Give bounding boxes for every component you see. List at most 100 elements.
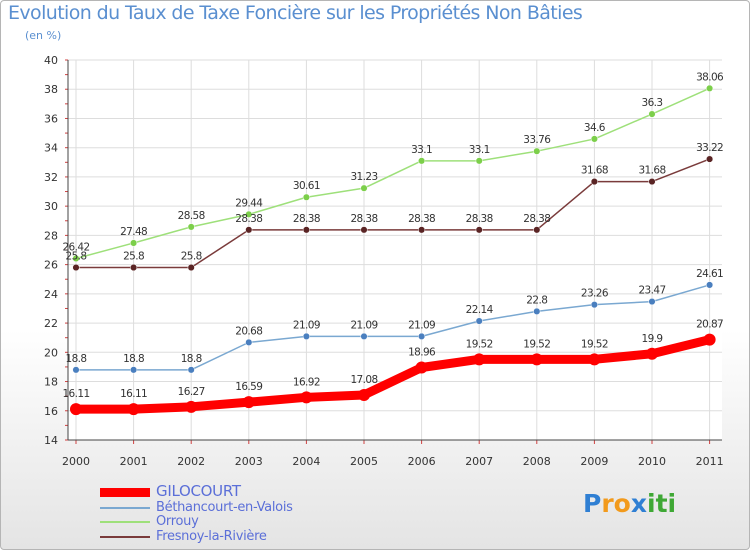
data-label: 23.47 <box>638 285 665 297</box>
series-line <box>75 158 711 269</box>
logo-letter: P <box>583 489 602 518</box>
data-label: 21.09 <box>408 319 435 331</box>
data-label: 34.6 <box>584 122 606 134</box>
proxiti-logo: Proxiti <box>583 489 676 518</box>
data-point <box>72 366 80 374</box>
y-tick-label: 38 <box>44 83 58 96</box>
data-label: 28.38 <box>466 213 493 225</box>
data-point <box>590 178 598 186</box>
y-tick-label: 34 <box>44 142 58 155</box>
logo-letter: t <box>655 489 668 518</box>
y-tick-label: 18 <box>44 376 58 389</box>
data-label: 33.22 <box>696 142 723 154</box>
logo-letter: r <box>601 489 614 518</box>
data-point <box>185 400 198 413</box>
data-point <box>130 239 138 247</box>
data-point <box>590 301 598 309</box>
data-point <box>588 353 601 366</box>
data-label: 26.42 <box>62 241 89 253</box>
data-point <box>415 361 428 374</box>
data-label: 28.38 <box>408 213 435 225</box>
data-label: 22.8 <box>526 294 547 306</box>
y-tick-label: 16 <box>44 405 58 418</box>
data-label: 22.14 <box>466 304 494 316</box>
data-point <box>648 298 656 306</box>
x-tick-label: 2010 <box>638 455 666 468</box>
data-point <box>533 307 541 315</box>
chart-title: Evolution du Taux de Taxe Foncière sur l… <box>8 2 583 24</box>
data-point <box>533 226 541 234</box>
data-label: 28.38 <box>523 213 550 225</box>
data-label: 18.96 <box>408 347 436 359</box>
data-point <box>245 338 253 346</box>
data-label: 28.38 <box>235 213 262 225</box>
data-point <box>360 226 368 234</box>
data-label: 20.68 <box>235 325 262 337</box>
data-label: 18.8 <box>123 353 144 365</box>
legend-label: Fresnoy-la-Rivière <box>156 529 267 544</box>
data-point <box>706 155 714 163</box>
y-tick-label: 20 <box>44 346 58 359</box>
x-tick-label: 2002 <box>177 455 205 468</box>
data-label: 31.23 <box>350 171 377 183</box>
data-point <box>302 332 310 340</box>
data-point <box>242 396 255 409</box>
data-point <box>418 226 426 234</box>
data-point <box>590 135 598 143</box>
y-tick-label: 40 <box>44 54 58 67</box>
data-point <box>187 263 195 272</box>
data-label: 33.76 <box>523 134 551 146</box>
data-point <box>358 388 370 401</box>
y-tick-label: 24 <box>44 288 58 301</box>
data-point <box>130 263 138 272</box>
logo-letter: o <box>613 489 631 518</box>
data-label: 31.68 <box>638 165 665 177</box>
data-label: 27.48 <box>120 226 147 238</box>
logo-letter: x <box>630 489 647 518</box>
unit-label: (en %) <box>25 29 62 42</box>
x-tick-label: 2006 <box>408 455 436 468</box>
data-point <box>646 347 658 360</box>
data-point <box>475 317 483 325</box>
legend-label: Orrouy <box>156 514 199 529</box>
data-label: 33.1 <box>469 144 490 156</box>
data-label: 23.26 <box>581 288 609 300</box>
data-point <box>360 184 368 192</box>
x-tick-label: 2008 <box>523 455 551 468</box>
data-label: 29.44 <box>235 197 263 209</box>
data-label: 17.08 <box>350 374 377 386</box>
data-label: 24.61 <box>696 268 723 280</box>
data-point <box>475 157 483 165</box>
data-point <box>72 254 80 263</box>
series-line <box>75 87 711 260</box>
x-tick-label: 2005 <box>350 455 378 468</box>
x-tick-label: 2000 <box>62 455 90 468</box>
legend-label: Béthancourt-en-Valois <box>156 500 293 515</box>
data-label: 18.8 <box>181 353 202 365</box>
data-point <box>533 147 541 155</box>
data-label: 28.38 <box>350 213 377 225</box>
data-label: 25.8 <box>66 251 87 263</box>
y-tick-label: 28 <box>44 229 58 242</box>
data-point <box>302 226 310 234</box>
data-label: 38.06 <box>696 71 724 83</box>
logo-letter: i <box>667 489 677 518</box>
data-point <box>187 223 195 231</box>
y-tick-label: 32 <box>44 171 58 184</box>
data-point <box>418 332 426 340</box>
data-point <box>475 226 483 234</box>
data-point <box>360 332 368 340</box>
y-tick-label: 26 <box>44 259 58 272</box>
data-label: 21.09 <box>350 319 377 331</box>
data-label: 16.11 <box>62 388 89 400</box>
data-point <box>648 110 656 118</box>
data-point <box>706 84 714 92</box>
data-point <box>72 263 80 272</box>
y-tick-label: 22 <box>44 317 58 330</box>
data-label: 19.52 <box>466 338 493 350</box>
data-label: 36.3 <box>642 97 663 109</box>
x-tick-label: 2004 <box>292 455 320 468</box>
data-point <box>703 333 716 346</box>
data-point <box>70 403 82 416</box>
